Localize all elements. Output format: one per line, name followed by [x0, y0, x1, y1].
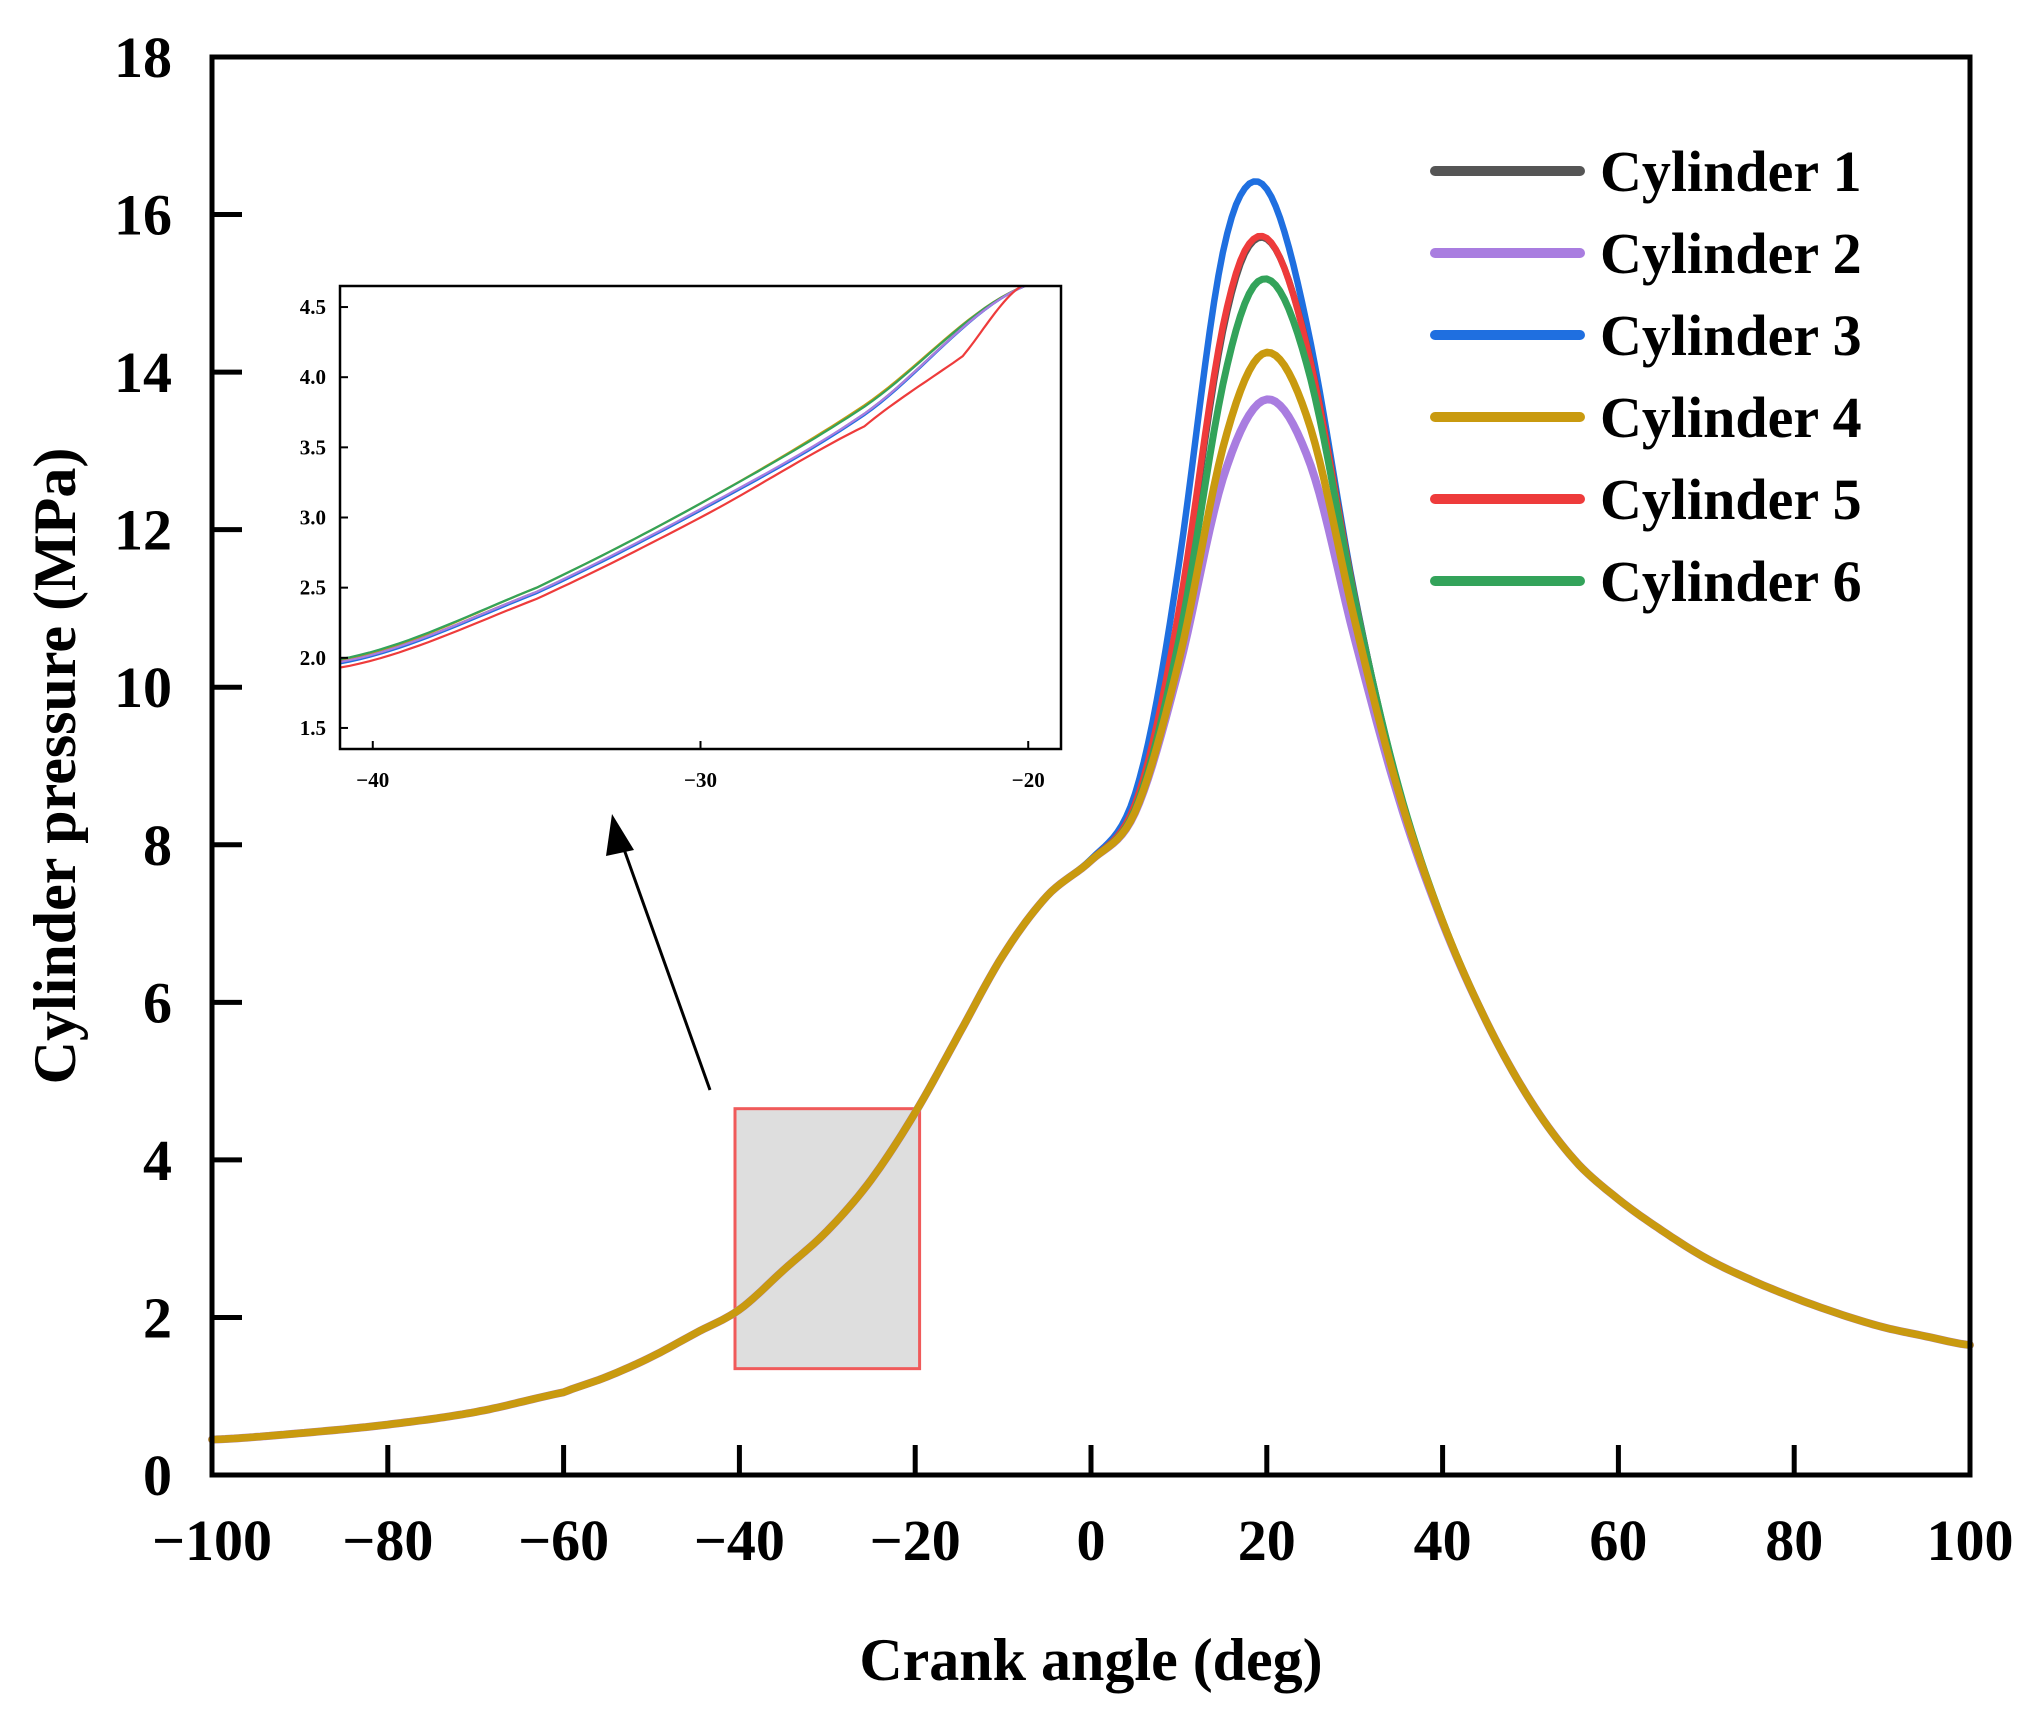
inset-lines	[339, 284, 1026, 669]
inset-y-tick-label: 2.5	[300, 576, 326, 600]
legend: Cylinder 1 Cylinder 2 Cylinder 3 Cylinder 4…	[1430, 139, 1862, 614]
y-axis-title: Cylinder pressure (MPa)	[22, 448, 88, 1085]
y-tick-label: 16	[114, 183, 172, 248]
inset-line-cylinder-2	[339, 284, 1026, 664]
inset-ticks: −40 −30 −20 1.5 2.0 2.5 3.0 3.5 4.0 4.5	[300, 295, 1045, 792]
y-tick-label: 12	[114, 498, 172, 563]
x-tick-label: 20	[1238, 1508, 1296, 1573]
y-tick-label: 0	[143, 1443, 172, 1508]
y-tick-label: 6	[143, 970, 172, 1035]
inset-line-cylinder-6	[339, 284, 1026, 661]
axis-ticks: −100 −80 −60 −40 −20 0 20 40 60 80 100 0 2 4 6 8 10 12 14 1…	[114, 25, 2014, 1573]
x-tick-label: −80	[342, 1508, 433, 1573]
x-tick-label: 40	[1414, 1508, 1472, 1573]
y-tick-label: 14	[114, 340, 172, 405]
zoom-arrow-head	[606, 814, 634, 856]
legend-label: Cylinder 2	[1600, 221, 1862, 286]
legend-label: Cylinder 6	[1600, 549, 1862, 614]
inset-x-tick-label: −40	[356, 768, 389, 792]
legend-label: Cylinder 3	[1600, 303, 1862, 368]
x-axis-title: Crank angle (deg)	[859, 1627, 1322, 1693]
x-tick-label: 100	[1927, 1508, 2014, 1573]
x-tick-label: −100	[152, 1508, 272, 1573]
x-tick-label: −60	[518, 1508, 609, 1573]
y-tick-label: 18	[114, 25, 172, 90]
legend-label: Cylinder 4	[1600, 385, 1862, 450]
x-tick-label: 80	[1765, 1508, 1823, 1573]
x-tick-label: 60	[1589, 1508, 1647, 1573]
inset-x-tick-label: −30	[684, 768, 717, 792]
x-tick-label: −40	[694, 1508, 785, 1573]
inset-y-tick-label: 1.5	[300, 716, 326, 740]
inset-y-tick-label: 3.0	[300, 506, 326, 530]
inset-x-tick-label: −20	[1012, 768, 1045, 792]
inset-y-tick-label: 4.5	[300, 295, 326, 319]
y-tick-label: 8	[143, 813, 172, 878]
x-tick-label: −20	[870, 1508, 961, 1573]
legend-label: Cylinder 1	[1600, 139, 1862, 204]
zoom-arrow	[618, 837, 712, 1091]
legend-label: Cylinder 5	[1600, 467, 1862, 532]
y-tick-label: 2	[143, 1285, 172, 1350]
y-tick-label: 4	[143, 1128, 172, 1193]
x-tick-label: 0	[1077, 1508, 1106, 1573]
inset-y-tick-label: 4.0	[300, 365, 326, 389]
y-tick-label: 10	[114, 655, 172, 720]
inset-y-tick-label: 2.0	[300, 646, 326, 670]
inset-y-tick-label: 3.5	[300, 435, 326, 459]
series-layer	[208, 178, 1974, 1444]
inset-zoom-plot: −40 −30 −20 1.5 2.0 2.5 3.0 3.5 4.0 4.5	[300, 284, 1063, 792]
series-line-cylinder-4	[208, 348, 1974, 1444]
inset-line-cylinder-5	[339, 285, 1023, 669]
